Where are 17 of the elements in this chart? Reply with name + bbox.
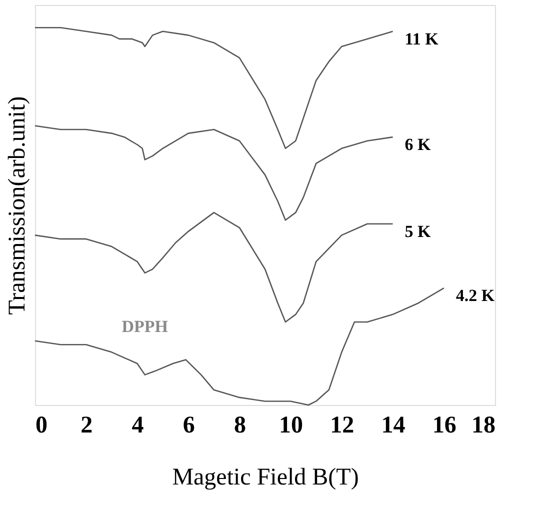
x-tick-label: 12 [330, 412, 354, 438]
series-label: 4.2 K [456, 286, 496, 306]
x-tick-label: 8 [234, 412, 246, 438]
x-tick-label: 0 [36, 412, 48, 438]
x-tick-label: 18 [472, 412, 496, 438]
x-tick-label: 4 [132, 412, 144, 438]
x-tick-label: 16 [432, 412, 456, 438]
series-label: 11 K [404, 29, 440, 48]
x-tick-label: 2 [80, 412, 93, 438]
x-axis-title: Magetic Field B(T) [172, 464, 359, 490]
series-label: 6 K [404, 135, 432, 154]
x-tick-label: 6 [182, 412, 195, 438]
annotation: DPPH [122, 316, 168, 336]
x-tick-label: 14 [381, 412, 406, 438]
x-tick-label: 10 [279, 412, 304, 438]
series-label: 5 K [404, 222, 432, 241]
y-axis-title: Transmission(arb.unit) [4, 96, 30, 315]
